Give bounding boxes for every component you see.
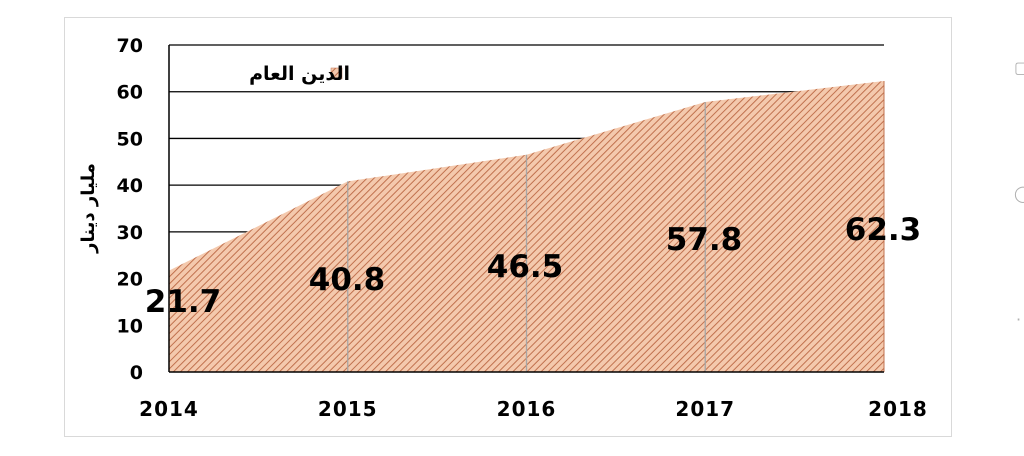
edge-fragment-icon: · (1016, 310, 1022, 329)
data-labels: 21.7 40.8 46.5 57.8 62.3 (145, 212, 922, 320)
legend-label: الدين العام (249, 63, 350, 85)
y-tick-70: 70 (117, 35, 143, 57)
x-tick-labels: 2014 2015 2016 2017 2018 (139, 397, 928, 421)
x-tick-2016: 2016 (497, 397, 557, 421)
legend-swatch (330, 67, 343, 80)
y-tick-labels: 0 10 20 30 40 50 60 70 (117, 35, 143, 384)
vertical-gridlines (347, 101, 706, 372)
data-label-2017: 57.8 (666, 222, 743, 258)
y-tick-40: 40 (117, 175, 143, 197)
x-tick-2014: 2014 (139, 397, 199, 421)
x-tick-2015: 2015 (318, 397, 378, 421)
y-tick-30: 30 (117, 222, 143, 244)
x-tick-2018: 2018 (868, 397, 928, 421)
y-axis-title: مليار دينار (78, 163, 99, 254)
edge-fragment-icon: ▢ (1014, 58, 1024, 77)
data-label-2016: 46.5 (487, 249, 564, 285)
data-label-2018: 62.3 (845, 212, 922, 248)
legend: الدين العام (249, 63, 350, 85)
axes (168, 45, 884, 373)
y-tick-50: 50 (117, 128, 143, 150)
y-tick-0: 0 (130, 362, 143, 384)
y-tick-20: 20 (117, 269, 143, 291)
data-label-2014: 21.7 (145, 284, 222, 320)
data-label-2015: 40.8 (309, 262, 386, 298)
y-tick-10: 10 (117, 315, 143, 337)
edge-fragment-icon: ◯ (1014, 184, 1024, 203)
y-tick-60: 60 (117, 82, 143, 104)
x-tick-2017: 2017 (675, 397, 735, 421)
